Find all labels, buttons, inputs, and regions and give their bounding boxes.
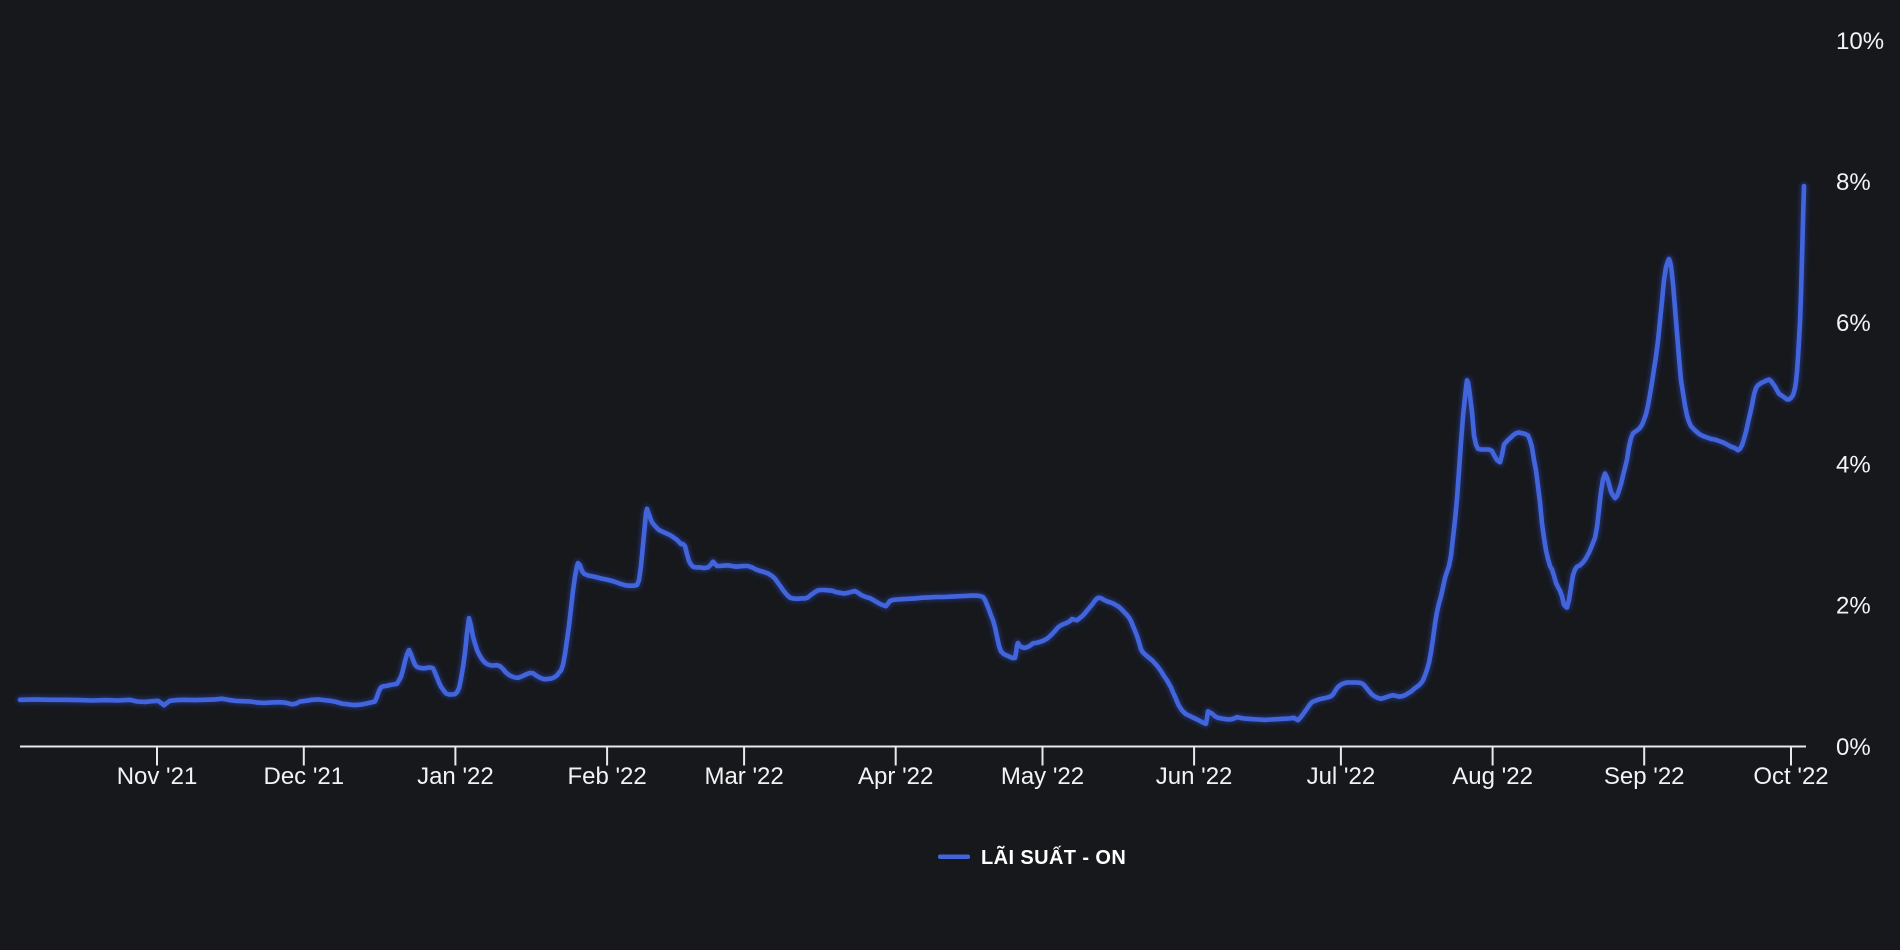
svg-text:May '22: May '22 bbox=[1001, 763, 1084, 790]
svg-text:Sep '22: Sep '22 bbox=[1604, 763, 1685, 790]
svg-text:6%: 6% bbox=[1836, 310, 1871, 337]
svg-text:Jul '22: Jul '22 bbox=[1307, 763, 1376, 790]
svg-text:Mar '22: Mar '22 bbox=[704, 763, 783, 790]
svg-text:8%: 8% bbox=[1836, 169, 1871, 196]
svg-text:Feb '22: Feb '22 bbox=[567, 763, 646, 790]
svg-text:0%: 0% bbox=[1836, 734, 1871, 761]
svg-text:Aug '22: Aug '22 bbox=[1452, 763, 1533, 790]
svg-text:10%: 10% bbox=[1836, 28, 1884, 55]
svg-text:Nov '21: Nov '21 bbox=[117, 763, 198, 790]
svg-text:Jun '22: Jun '22 bbox=[1156, 763, 1233, 790]
svg-text:Dec '21: Dec '21 bbox=[263, 763, 344, 790]
svg-text:Oct '22: Oct '22 bbox=[1753, 763, 1828, 790]
svg-text:2%: 2% bbox=[1836, 593, 1871, 620]
svg-text:Apr '22: Apr '22 bbox=[858, 763, 933, 790]
svg-text:LÃI SUẤT - ON: LÃI SUẤT - ON bbox=[981, 846, 1126, 869]
svg-text:4%: 4% bbox=[1836, 451, 1871, 478]
svg-text:Jan '22: Jan '22 bbox=[417, 763, 494, 790]
